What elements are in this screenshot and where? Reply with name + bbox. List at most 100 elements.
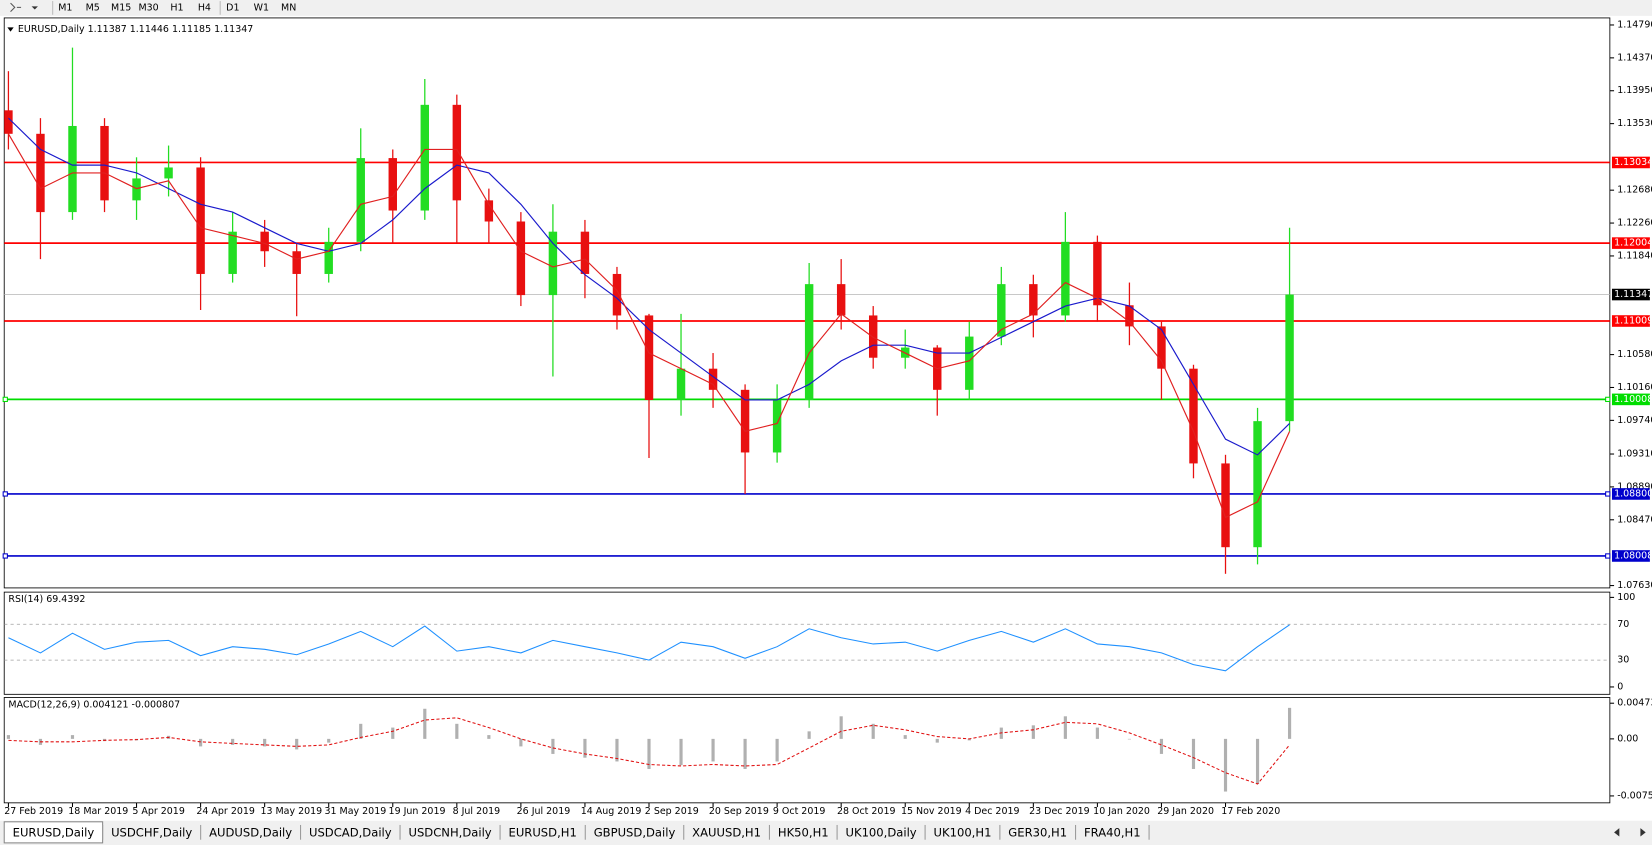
timeframe-button[interactable]: W1	[254, 2, 269, 13]
chart-title: EURUSD,Daily 1.11387 1.11446 1.11185 1.1…	[18, 24, 253, 35]
macd-bar	[743, 738, 747, 769]
y-tick-label: 1.08470	[1617, 514, 1652, 525]
timeframe-button[interactable]: H4	[198, 2, 211, 13]
level-handle[interactable]	[2, 491, 8, 497]
level-label-bg	[1611, 315, 1650, 327]
candle-body	[1285, 294, 1294, 422]
candle-body	[1157, 326, 1166, 369]
macd-bar	[647, 738, 651, 769]
chart-tab[interactable]: USDCNH,Daily	[408, 825, 491, 839]
candle-body	[997, 284, 1006, 337]
timeframe-button[interactable]: M15	[111, 2, 131, 13]
macd-bar	[359, 723, 363, 739]
macd-bar	[807, 731, 811, 739]
y-tick-label: 1.09310	[1617, 449, 1652, 460]
y-tick-label: 0.00	[1617, 733, 1638, 744]
level-handle[interactable]	[2, 396, 8, 403]
chart-tab[interactable]: EURUSD,H1	[509, 825, 577, 839]
x-tick-label: 14 Aug 2019	[581, 806, 642, 817]
macd-bar	[1191, 738, 1196, 769]
candle-body	[516, 221, 526, 296]
level-handle[interactable]	[1605, 491, 1611, 497]
macd-bar	[1287, 707, 1292, 739]
candle-body	[452, 104, 462, 201]
chart-tab[interactable]: USDCAD,Daily	[309, 825, 392, 839]
y-tick-label: 1.10580	[1617, 349, 1652, 360]
level-handle[interactable]	[1605, 396, 1611, 403]
candle-body	[804, 284, 814, 401]
current-price-label: 1.11347	[1614, 289, 1652, 300]
moving-average	[8, 117, 1290, 456]
candle-body	[100, 125, 109, 201]
timeframe-button[interactable]: H1	[170, 2, 183, 13]
candle-body	[868, 315, 878, 358]
scroll-left[interactable]	[1614, 828, 1620, 837]
candle-body	[1061, 241, 1070, 316]
timeframe-button[interactable]: M5	[86, 2, 100, 13]
level-handle[interactable]	[2, 553, 8, 559]
macd-bar	[871, 723, 875, 739]
y-tick-label: 1.08890	[1617, 481, 1652, 492]
x-tick-label: 8 Jul 2019	[453, 806, 501, 817]
timeframe-button[interactable]: M30	[138, 2, 158, 13]
candle-body	[388, 158, 397, 211]
indicator-line	[8, 624, 1290, 672]
y-tick-label: 1.13530	[1617, 118, 1652, 129]
chart-tab[interactable]: GBPUSD,Daily	[594, 825, 676, 839]
chart-tab[interactable]: FRA40,H1	[1084, 825, 1141, 839]
chart-tab[interactable]: XAUUSD,H1	[692, 825, 761, 839]
level-label-bg	[1611, 156, 1650, 169]
y-tick-label: 1.10160	[1617, 382, 1652, 393]
chart-tab[interactable]: EURUSD,Daily	[13, 825, 95, 839]
candle-body	[356, 158, 365, 242]
chart-tab[interactable]: GER30,H1	[1008, 825, 1067, 839]
candle-body	[740, 389, 750, 453]
macd-bar	[1255, 738, 1260, 785]
collapse-arrow	[7, 27, 14, 32]
timeframe-button[interactable]: M1	[58, 2, 72, 13]
timeframe-button[interactable]: MN	[281, 2, 296, 13]
chart-tab[interactable]: USDCHF,Daily	[111, 825, 192, 839]
macd-bar	[583, 738, 587, 758]
macd-bar	[295, 738, 299, 750]
y-tick-label: 100	[1617, 592, 1635, 603]
candle-body	[676, 368, 686, 401]
toolbar	[0, 0, 1652, 16]
candle-body	[772, 400, 782, 453]
current-price-bg	[1611, 288, 1650, 301]
x-tick-label: 4 Dec 2019	[965, 806, 1019, 817]
y-tick-label: 1.09740	[1617, 415, 1652, 426]
level-handle[interactable]	[1605, 553, 1611, 559]
macd-bar	[711, 738, 715, 762]
candle-body	[324, 241, 333, 274]
chart-tab[interactable]: UK100,Daily	[846, 825, 917, 839]
y-tick-label: 1.11840	[1617, 250, 1652, 261]
x-tick-label: 24 Apr 2019	[196, 806, 255, 817]
macd-bar	[903, 735, 907, 739]
macd-bar	[1223, 738, 1228, 792]
macd-bar	[935, 738, 939, 743]
macd-signal	[8, 717, 1290, 785]
x-tick-label: 13 May 2019	[260, 806, 322, 817]
macd-bar	[391, 727, 395, 739]
candle-body	[836, 284, 846, 316]
scroll-right[interactable]	[1640, 828, 1646, 837]
level-label: 1.08800	[1614, 488, 1652, 499]
level-label-bg	[1611, 488, 1650, 500]
chart-tab[interactable]: AUDUSD,Daily	[209, 825, 292, 839]
dropdown-arrow[interactable]	[31, 6, 38, 10]
level-label: 1.11009	[1614, 316, 1652, 327]
level-label: 1.13034	[1614, 157, 1652, 168]
macd-bar	[1159, 738, 1164, 754]
chart-tab[interactable]: HK50,H1	[778, 825, 829, 839]
candle-body	[484, 200, 494, 222]
timeframe-button[interactable]: D1	[226, 2, 239, 13]
x-tick-label: 26 Jul 2019	[517, 806, 571, 817]
indicator-title: RSI(14) 69.4392	[8, 594, 85, 605]
candle-body	[164, 167, 173, 179]
chart-tab[interactable]: UK100,H1	[934, 825, 992, 839]
y-tick-label: 1.07630	[1617, 580, 1652, 591]
x-tick-label: 28 Oct 2019	[837, 806, 896, 817]
level-label: 1.08008	[1614, 550, 1652, 561]
tool-icon[interactable]	[10, 2, 22, 12]
